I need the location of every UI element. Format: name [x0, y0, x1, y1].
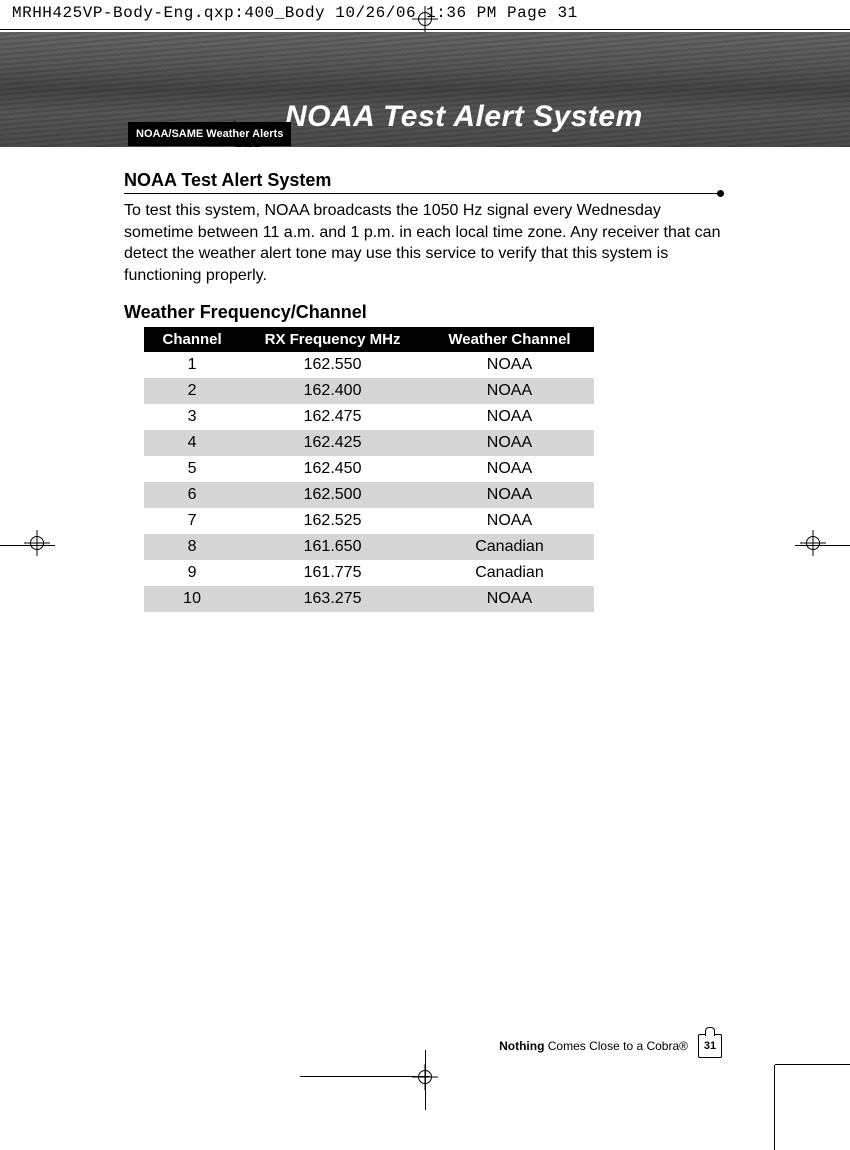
table-cell: NOAA: [425, 508, 594, 534]
frequency-table: Channel RX Frequency MHz Weather Channel…: [144, 327, 594, 612]
table-cell: NOAA: [425, 378, 594, 404]
crop-hairline: [775, 1064, 850, 1065]
crop-hairline: [795, 545, 850, 546]
table-cell: 7: [144, 508, 240, 534]
table-cell: NOAA: [425, 482, 594, 508]
content-area: NOAA Test Alert System To test this syst…: [124, 170, 724, 612]
col-header: Weather Channel: [425, 327, 594, 352]
table-cell: 1: [144, 352, 240, 378]
table-cell: 162.475: [240, 404, 425, 430]
crop-hairline: [0, 545, 55, 546]
table-cell: NOAA: [425, 430, 594, 456]
table-cell: 6: [144, 482, 240, 508]
table-row: 2162.400NOAA: [144, 378, 594, 404]
table-cell: 10: [144, 586, 240, 612]
table-cell: Canadian: [425, 560, 594, 586]
table-row: 3162.475NOAA: [144, 404, 594, 430]
section-subheading: Weather Frequency/Channel: [124, 302, 724, 323]
table-cell: 162.550: [240, 352, 425, 378]
registration-mark-right: [800, 530, 826, 556]
col-header: Channel: [144, 327, 240, 352]
table-cell: 162.425: [240, 430, 425, 456]
table-row: 4162.425NOAA: [144, 430, 594, 456]
crop-hairline: [300, 1076, 430, 1077]
table-cell: 162.400: [240, 378, 425, 404]
table-cell: 161.650: [240, 534, 425, 560]
col-header: RX Frequency MHz: [240, 327, 425, 352]
table-cell: 162.500: [240, 482, 425, 508]
table-row: 5162.450NOAA: [144, 456, 594, 482]
section-body: To test this system, NOAA broadcasts the…: [124, 200, 724, 286]
registration-mark-top: [412, 6, 438, 32]
table-cell: Canadian: [425, 534, 594, 560]
table-row: 10163.275NOAA: [144, 586, 594, 612]
table-cell: 5: [144, 456, 240, 482]
table-cell: NOAA: [425, 352, 594, 378]
crop-header: MRHH425VP-Body-Eng.qxp:400_Body 10/26/06…: [0, 0, 850, 30]
footer: Nothing Comes Close to a Cobra® 31: [499, 1034, 722, 1058]
table-cell: 4: [144, 430, 240, 456]
table-cell: 9: [144, 560, 240, 586]
table-cell: NOAA: [425, 404, 594, 430]
page-number: 31: [698, 1034, 722, 1058]
table-cell: NOAA: [425, 586, 594, 612]
footer-rest: Comes Close to a Cobra®: [544, 1039, 688, 1053]
table-cell: 8: [144, 534, 240, 560]
table-cell: NOAA: [425, 456, 594, 482]
registration-mark-left: [24, 530, 50, 556]
table-cell: 162.450: [240, 456, 425, 482]
table-row: 8161.650Canadian: [144, 534, 594, 560]
crop-hairline: [425, 1050, 426, 1110]
table-row: 9161.775Canadian: [144, 560, 594, 586]
table-cell: 161.775: [240, 560, 425, 586]
footer-bold: Nothing: [499, 1039, 544, 1053]
table-cell: 3: [144, 404, 240, 430]
section-tab: NOAA/SAME Weather Alerts: [128, 122, 291, 146]
section-title: NOAA Test Alert System: [124, 170, 724, 194]
table-row: 7162.525NOAA: [144, 508, 594, 534]
banner-title: NOAA Test Alert System: [285, 100, 643, 134]
crop-hairline: [774, 1065, 775, 1150]
table-cell: 2: [144, 378, 240, 404]
table-body: 1162.550NOAA2162.400NOAA3162.475NOAA4162…: [144, 352, 594, 612]
table-row: 6162.500NOAA: [144, 482, 594, 508]
table-header-row: Channel RX Frequency MHz Weather Channel: [144, 327, 594, 352]
footer-tagline: Nothing Comes Close to a Cobra®: [499, 1039, 688, 1053]
table-cell: 162.525: [240, 508, 425, 534]
table-row: 1162.550NOAA: [144, 352, 594, 378]
table-cell: 163.275: [240, 586, 425, 612]
